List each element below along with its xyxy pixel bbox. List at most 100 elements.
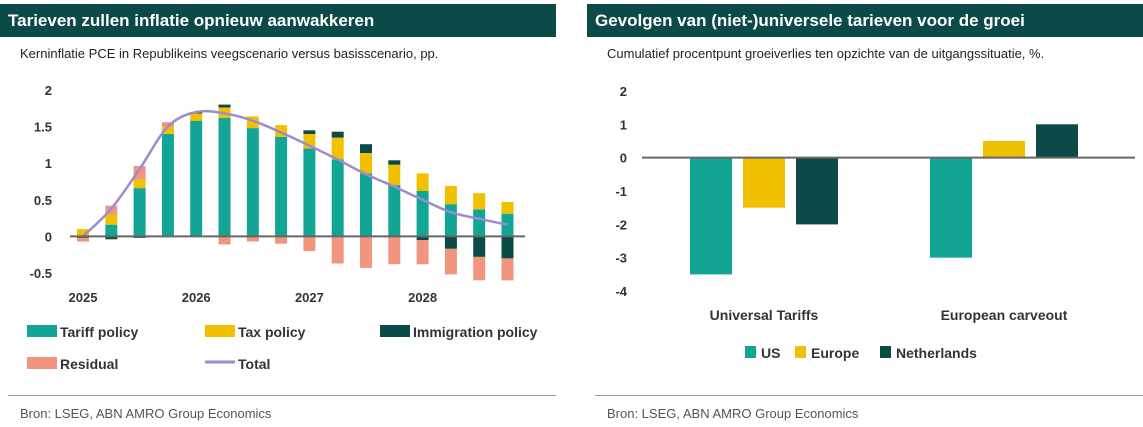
legend-swatch-us	[745, 346, 756, 358]
right-ytick-label: -2	[615, 217, 627, 232]
right-chart-panel: Gevolgen van (niet-)universele tarieven …	[587, 0, 1143, 427]
bar-residual-2025Q4	[161, 122, 174, 127]
bar-tax-2025Q2	[105, 214, 118, 225]
bar-immigration-2027Q3	[360, 144, 372, 153]
right-ytick-label: -1	[615, 184, 627, 199]
legend-swatch-immigration	[380, 325, 410, 337]
legend-swatch-europe	[795, 346, 806, 358]
left-chart-subtitle: Kerninflatie PCE in Republikeins veegsce…	[20, 46, 439, 61]
bar-tariff-2026Q3	[246, 128, 259, 237]
legend-label-europe: Europe	[811, 345, 859, 361]
bar-tax-2027Q3	[360, 153, 372, 174]
bar-immigration-2027Q4	[388, 160, 401, 165]
left-xtick-label: 2028	[408, 290, 437, 305]
bar-tariff-2027Q3	[360, 173, 372, 237]
left-bars-layer	[77, 104, 514, 281]
right-category-label: Universal Tariffs	[710, 307, 819, 323]
bar-tariff-2026Q4	[275, 136, 288, 237]
bar-tax-2026Q3	[246, 116, 259, 129]
right-source: Bron: LSEG, ABN AMRO Group Economics	[607, 406, 859, 421]
right-ytick-label: 1	[620, 117, 627, 132]
bar-tariff-2028Q2	[444, 204, 457, 237]
bar-immigration-2025Q2	[105, 236, 118, 240]
right-axes-layer: Universal Tariffs European carveout -4 -3 -2…	[615, 84, 1135, 323]
right-chart-title: Gevolgen van (niet-)universele tarieven …	[587, 4, 1143, 37]
right-source-divider	[595, 395, 1143, 396]
bar-residual-2026Q4	[275, 236, 288, 244]
bar-residual-2027Q1	[303, 236, 316, 251]
bar-tax-2027Q2	[331, 137, 344, 160]
left-axes-layer: -0.5 0 0.5 1 1.5 2 2025 2026 2027 2028	[30, 83, 525, 305]
right-ytick-label: 2	[620, 84, 627, 99]
bar-immigration-2028Q4	[501, 236, 514, 259]
bar-residual-2025Q3	[133, 166, 146, 180]
bar-tariff-2025Q4	[161, 133, 174, 237]
left-ytick-label: -0.5	[30, 266, 52, 281]
right-chart-subtitle: Cumulatief procentpunt groeiverlies ten …	[607, 46, 1045, 61]
right-ytick-label: -3	[615, 251, 627, 266]
bar-tariff-2027Q4	[388, 185, 401, 237]
left-ytick-label: 0.5	[34, 193, 52, 208]
bar-residual-2028Q2	[444, 248, 457, 275]
right-chart-plot: Universal Tariffs European carveout -4 -3 -2…	[615, 84, 1135, 361]
left-ytick-label: 1	[45, 156, 52, 171]
bar-tax-2025Q1	[77, 229, 89, 237]
bar-tariff-2028Q3	[473, 209, 486, 237]
bar-tax-2028Q3	[473, 193, 486, 210]
left-ytick-label: 0	[45, 229, 52, 244]
bar-tariff-2025Q2	[105, 224, 118, 237]
legend-swatch-residual	[27, 357, 57, 369]
bar-tariff-2026Q2	[218, 117, 231, 237]
left-xtick-label: 2026	[182, 290, 211, 305]
bar-tariff-2027Q2	[331, 159, 344, 237]
legend-label-netherlands: Netherlands	[896, 345, 977, 361]
bar-tariff-2028Q4	[501, 213, 514, 237]
bar-immigration-2027Q1	[303, 130, 316, 134]
bar-tariff-2026Q1	[190, 120, 203, 237]
left-ytick-label: 1.5	[34, 120, 52, 135]
left-ytick-label: 2	[45, 83, 52, 98]
bar-tax-2027Q4	[388, 164, 401, 186]
bar-tariff-2025Q3	[133, 188, 146, 237]
left-legend: Tariff policy Tax policy Immigration polic…	[27, 324, 538, 372]
bar-europe-1	[983, 141, 1025, 158]
bar-immigration-2026Q2	[218, 104, 231, 108]
legend-label-tax: Tax policy	[238, 324, 306, 340]
bar-immigration-2027Q2	[331, 131, 344, 138]
left-xtick-label: 2025	[69, 290, 98, 305]
bar-residual-2026Q2	[218, 236, 231, 245]
bar-tax-2028Q2	[444, 185, 457, 205]
bar-netherlands-0	[796, 157, 838, 225]
bar-residual-2026Q3	[246, 236, 259, 242]
bar-tax-2026Q1	[190, 113, 203, 121]
bar-immigration-2028Q2	[444, 236, 457, 249]
bar-tax-2028Q4	[501, 202, 514, 214]
right-bars-layer	[690, 124, 1078, 275]
line-total	[82, 109, 508, 238]
bar-residual-2027Q3	[360, 236, 372, 268]
right-ytick-label: 0	[620, 151, 627, 166]
legend-swatch-netherlands	[880, 346, 891, 358]
legend-label-immigration: Immigration policy	[413, 324, 538, 340]
bar-us-0	[690, 157, 732, 275]
bar-residual-2028Q1	[416, 240, 429, 265]
legend-label-us: US	[761, 345, 780, 361]
bar-immigration-2028Q3	[473, 236, 486, 257]
right-legend: US Europe Netherlands	[745, 345, 977, 361]
right-ytick-label: -4	[615, 284, 627, 299]
bar-us-1	[930, 157, 972, 258]
legend-swatch-tax	[205, 325, 235, 337]
right-category-label: European carveout	[941, 307, 1068, 323]
legend-label-total: Total	[238, 356, 270, 372]
left-xtick-label: 2027	[295, 290, 324, 305]
bar-residual-2027Q4	[388, 236, 401, 265]
left-chart-title: Tarieven zullen inflatie opnieuw aanwakk…	[0, 4, 556, 37]
legend-swatch-tariff	[27, 325, 57, 337]
bar-residual-2028Q4	[501, 258, 514, 281]
bar-netherlands-1	[1036, 124, 1078, 158]
legend-label-residual: Residual	[60, 356, 118, 372]
bar-residual-2028Q3	[473, 256, 486, 281]
legend-label-tariff: Tariff policy	[60, 324, 139, 340]
bar-tax-2026Q4	[275, 125, 288, 137]
bar-immigration-2028Q1	[416, 236, 429, 241]
